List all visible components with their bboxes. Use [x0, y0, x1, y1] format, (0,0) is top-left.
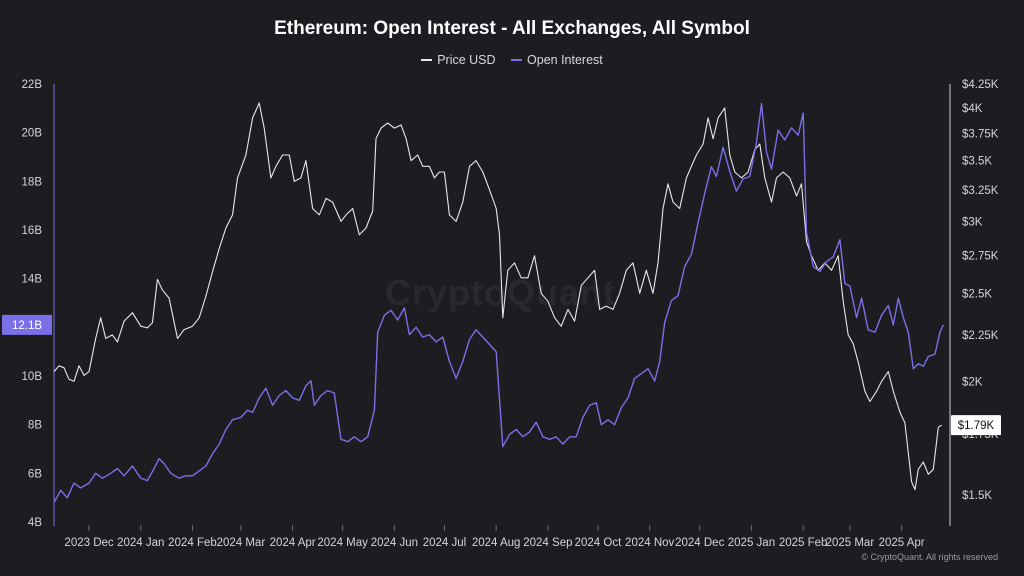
x-tick-label-2: 2024 Feb — [168, 537, 217, 549]
y-left-tick-label-2: 18B — [22, 176, 43, 188]
y-left-tick-label-7: 8B — [28, 420, 42, 432]
legend-item-price[interactable]: Price USD — [421, 53, 496, 67]
series-line-open-interest[interactable] — [53, 102, 944, 503]
y-right-tick-label-8: $2.25K — [962, 330, 999, 342]
x-tick-label-12: 2024 Dec — [675, 537, 724, 549]
y-left-tick-label-3: 16B — [22, 225, 43, 237]
y-left-tick-label-0: 22B — [22, 79, 43, 91]
open-interest-last-value-badge — [2, 314, 52, 335]
x-tick-label-11: 2024 Nov — [625, 537, 674, 549]
y-left-tick-label-9: 4B — [28, 517, 42, 529]
y-left-tick-label-4: 14B — [22, 274, 43, 286]
open-interest-last-value-label: 12.1B — [12, 320, 42, 332]
y-left-tick-label-8: 6B — [28, 468, 42, 480]
y-left-tick-label-1: 20B — [22, 128, 43, 140]
y-right-tick-label-4: $3.25K — [962, 185, 999, 197]
x-tick-label-8: 2024 Aug — [472, 537, 521, 549]
chart-title: Ethereum: Open Interest - All Exchanges,… — [274, 18, 750, 39]
x-tick-label-4: 2024 Apr — [270, 537, 316, 549]
copyright-text: © CryptoQuant. All rights reserved — [861, 552, 998, 562]
x-tick-label-6: 2024 Jun — [371, 537, 418, 549]
y-right-tick-label-1: $4K — [962, 103, 983, 115]
x-tick-label-14: 2025 Feb — [779, 537, 828, 549]
legend-swatch-open-interest — [511, 59, 523, 61]
y-right-tick-label-7: $2.5K — [962, 288, 992, 300]
x-tick-label-7: 2024 Jul — [423, 537, 466, 549]
y-right-tick-label-0: $4.25K — [962, 79, 999, 91]
x-tick-label-3: 2024 Mar — [217, 537, 266, 549]
watermark-logo: CryptoQuant — [385, 272, 616, 313]
y-right-tick-label-6: $2.75K — [962, 251, 999, 263]
y-right-tick-label-5: $3K — [962, 216, 983, 228]
x-tick-label-9: 2024 Sep — [523, 537, 572, 549]
series-line-price-usd[interactable] — [53, 102, 942, 491]
x-tick-label-16: 2025 Apr — [879, 537, 925, 549]
x-tick-label-13: 2025 Jan — [728, 537, 775, 549]
legend-label-open-interest: Open Interest — [527, 53, 603, 67]
price-last-value-label: $1.79K — [958, 420, 995, 432]
y-right-tick-label-3: $3.5K — [962, 156, 992, 168]
x-tick-label-10: 2024 Oct — [575, 537, 622, 549]
y-right-tick-label-9: $2K — [962, 376, 983, 388]
chart-legend: Price USD Open Interest — [0, 50, 1024, 67]
legend-swatch-price — [421, 59, 433, 61]
legend-label-price: Price USD — [437, 53, 496, 67]
x-tick-label-0: 2023 Dec — [64, 537, 113, 549]
x-tick-label-5: 2024 May — [317, 537, 368, 549]
legend-item-open-interest[interactable]: Open Interest — [511, 53, 603, 67]
y-left-tick-label-6: 10B — [22, 371, 43, 383]
price-last-value-badge — [951, 415, 1001, 436]
y-right-tick-label-2: $3.75K — [962, 128, 999, 140]
y-right-tick-label-11: $1.5K — [962, 490, 992, 502]
x-tick-label-15: 2025 Mar — [826, 537, 875, 549]
x-tick-label-1: 2024 Jan — [117, 537, 164, 549]
